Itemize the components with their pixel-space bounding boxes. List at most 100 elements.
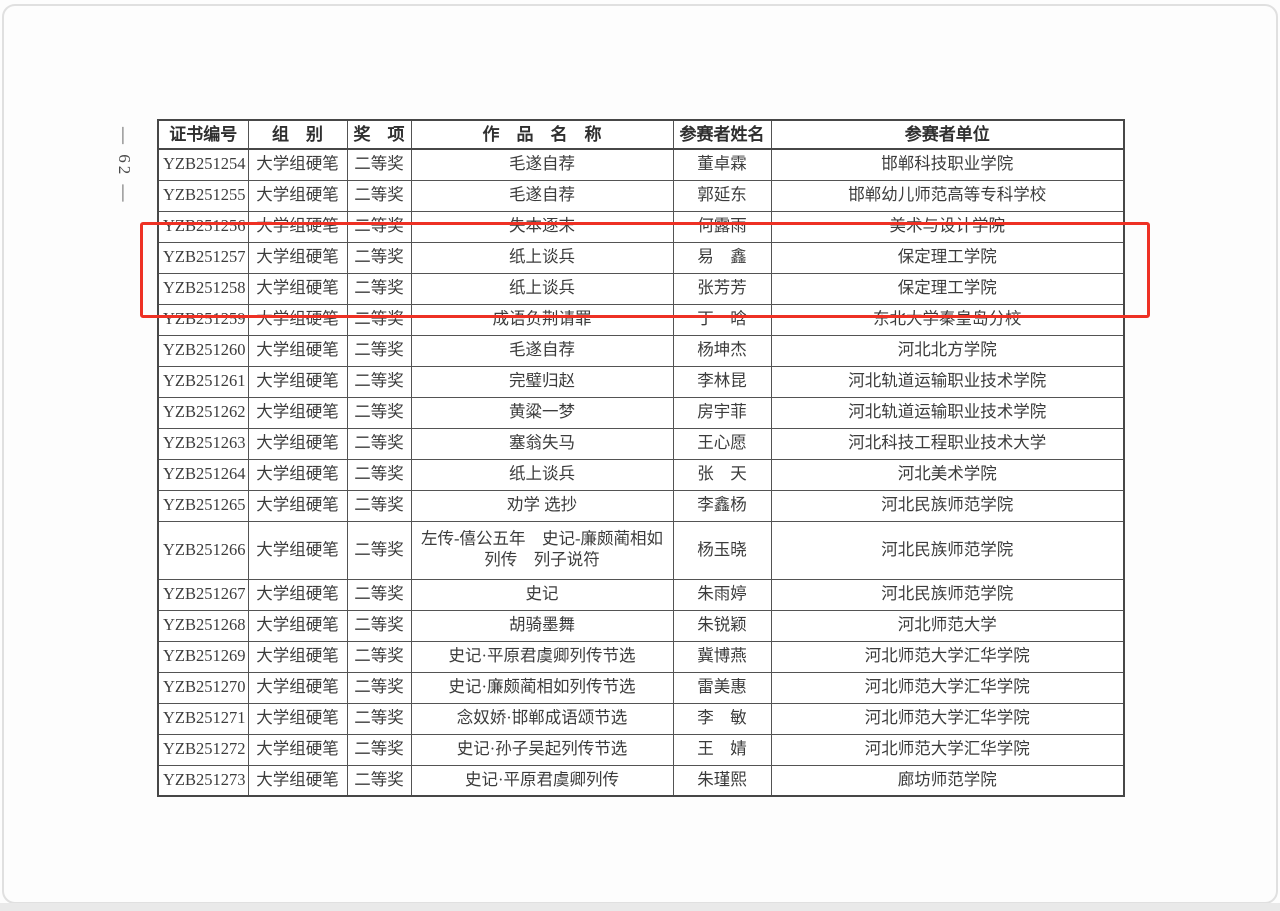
cell-unit: 河北师范大学汇华学院 [770,671,1125,704]
cell-unit: 河北民族师范学院 [770,489,1125,522]
cell-unit: 河北师范大学汇华学院 [770,702,1125,735]
page-number: — 62 — [115,127,134,205]
cell-name: 董卓霖 [672,148,772,181]
cell-work: 史记·孙子吴起列传节选 [410,733,674,766]
cell-group: 大学组硬笔 [247,733,348,766]
cell-name: 何露雨 [672,210,772,243]
cell-work: 纸上谈兵 [410,458,674,491]
cell-group: 大学组硬笔 [247,640,348,673]
cell-name: 杨玉晓 [672,520,772,580]
cell-name: 王心愿 [672,427,772,460]
cell-group: 大学组硬笔 [247,609,348,642]
table-row: YZB251272 大学组硬笔 二等奖 史记·孙子吴起列传节选王 婧河北师范大学汇华学… [157,733,1125,766]
cell-name: 王 婧 [672,733,772,766]
cell-id: YZB251273 [157,764,249,797]
table-row: YZB251260 大学组硬笔 二等奖 毛遂自荐 杨坤杰 河北北方学院 [157,334,1125,367]
cell-group: 大学组硬笔 [247,427,348,460]
cell-unit: 邯郸科技职业学院 [770,148,1125,181]
table-row: YZB251259 大学组硬笔 二等奖 成语负荆请罪丁 晗东北大学秦皇岛分校 [157,303,1125,336]
cell-group: 大学组硬笔 [247,179,348,212]
cell-id: YZB251272 [157,733,249,766]
cell-id: YZB251256 [157,210,249,243]
cell-name: 杨坤杰 [672,334,772,367]
cell-name: 李 敏 [672,702,772,735]
cell-work: 纸上谈兵 [410,241,674,274]
cell-award: 二等奖 [346,148,412,181]
cell-id: YZB251264 [157,458,249,491]
cell-award: 二等奖 [346,520,412,580]
cell-id: YZB251265 [157,489,249,522]
table-row: YZB251257 大学组硬笔 二等奖 纸上谈兵易 鑫保定理工学院 [157,241,1125,274]
cell-unit: 保定理工学院 [770,241,1125,274]
cell-unit: 河北师范大学汇华学院 [770,733,1125,766]
cell-work: 毛遂自荐 [410,179,674,212]
cell-name: 易 鑫 [672,241,772,274]
cell-name: 朱锐颖 [672,609,772,642]
cell-award: 二等奖 [346,609,412,642]
cell-work: 纸上谈兵 [410,272,674,305]
cell-group: 大学组硬笔 [247,702,348,735]
table-row: YZB251255 大学组硬笔 二等奖 毛遂自荐 郭延东 邯郸幼儿师范高等专科学校 [157,179,1125,212]
cell-name: 朱雨婷 [672,578,772,611]
cell-award: 二等奖 [346,458,412,491]
cell-unit: 河北轨道运输职业技术学院 [770,365,1125,398]
cell-group: 大学组硬笔 [247,489,348,522]
cell-work: 史记·平原君虞卿列传 [410,764,674,797]
scan-bottom-shadow [0,903,1280,911]
cell-name: 雷美惠 [672,671,772,704]
cell-work: 史记·平原君虞卿列传节选 [410,640,674,673]
cell-award: 二等奖 [346,702,412,735]
column-header: 参赛者姓名 [672,119,772,150]
cell-work: 塞翁失马 [410,427,674,460]
cell-group: 大学组硬笔 [247,272,348,305]
table-row: YZB251261 大学组硬笔 二等奖 完璧归赵 李林昆 河北轨道运输职业技术学院 [157,365,1125,398]
column-header: 作 品 名 称 [410,119,674,150]
cell-unit: 河北师范大学汇华学院 [770,640,1125,673]
cell-group: 大学组硬笔 [247,396,348,429]
cell-id: YZB251268 [157,609,249,642]
cell-name: 朱瑾熙 [672,764,772,797]
table-row: YZB251266 大学组硬笔 二等奖 左传-僖公五年 史记-廉颇蔺相如列传 列子说符… [157,520,1125,580]
cell-name: 张 天 [672,458,772,491]
cell-award: 二等奖 [346,578,412,611]
cell-award: 二等奖 [346,733,412,766]
cell-id: YZB251267 [157,578,249,611]
cell-unit: 河北轨道运输职业技术学院 [770,396,1125,429]
cell-unit: 河北民族师范学院 [770,578,1125,611]
cell-unit: 河北科技工程职业技术大学 [770,427,1125,460]
cell-work: 劝学 选抄 [410,489,674,522]
cell-work: 史记·廉颇蔺相如列传节选 [410,671,674,704]
cell-group: 大学组硬笔 [247,210,348,243]
table-row: YZB251263 大学组硬笔 二等奖 塞翁失马 王心愿 河北科技工程职业技术大学 [157,427,1125,460]
cell-award: 二等奖 [346,303,412,336]
cell-award: 二等奖 [346,671,412,704]
cell-work: 毛遂自荐 [410,148,674,181]
cell-work: 念奴娇·邯郸成语颂节选 [410,702,674,735]
column-header: 奖 项 [346,119,412,150]
cell-unit: 廊坊师范学院 [770,764,1125,797]
cell-award: 二等奖 [346,489,412,522]
cell-unit: 保定理工学院 [770,272,1125,305]
table-row: YZB251264 大学组硬笔 二等奖 纸上谈兵张 天河北美术学院 [157,458,1125,491]
cell-id: YZB251255 [157,179,249,212]
cell-award: 二等奖 [346,764,412,797]
table-row: YZB251258 大学组硬笔 二等奖 纸上谈兵 张芳芳 保定理工学院 [157,272,1125,305]
cell-id: YZB251270 [157,671,249,704]
cell-award: 二等奖 [346,241,412,274]
cell-id: YZB251254 [157,148,249,181]
cell-id: YZB251266 [157,520,249,580]
table-row: YZB251256 大学组硬笔 二等奖 失本逐末 何露雨 美术与设计学院 [157,210,1125,243]
award-results-table: 证书编号组 别奖 项作 品 名 称参赛者姓名 参赛者单位 YZB251254 大学组… [157,119,1125,797]
cell-work: 完璧归赵 [410,365,674,398]
cell-id: YZB251271 [157,702,249,735]
cell-name: 房宇菲 [672,396,772,429]
cell-id: YZB251260 [157,334,249,367]
cell-work: 胡骑墨舞 [410,609,674,642]
cell-name: 郭延东 [672,179,772,212]
cell-work: 毛遂自荐 [410,334,674,367]
cell-award: 二等奖 [346,365,412,398]
cell-work: 黄粱一梦 [410,396,674,429]
cell-name: 李鑫杨 [672,489,772,522]
cell-unit: 河北民族师范学院 [770,520,1125,580]
cell-id: YZB251259 [157,303,249,336]
